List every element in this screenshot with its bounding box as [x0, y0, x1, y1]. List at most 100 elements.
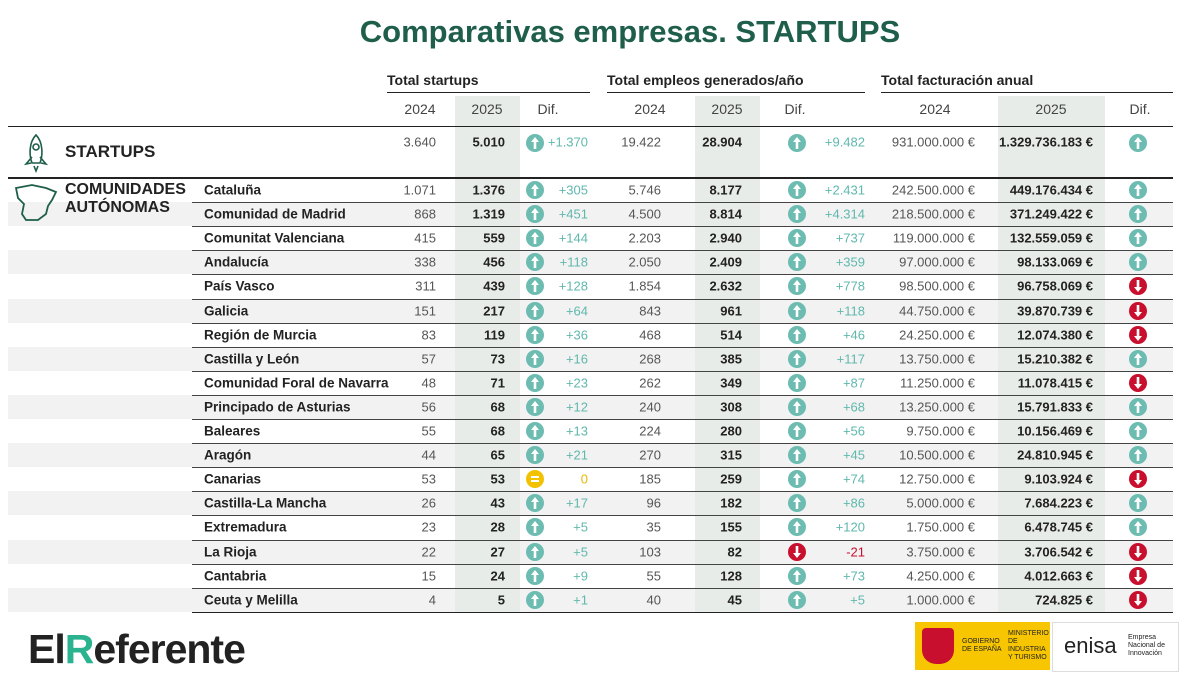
dif-value: +74: [842, 471, 865, 487]
cell: 385: [720, 351, 742, 367]
cell: 2.940: [709, 230, 742, 246]
cell: 456: [483, 254, 505, 270]
year-header: 2024: [634, 101, 666, 117]
dif-value: +117: [836, 351, 865, 367]
row-rule: [192, 419, 1173, 420]
cell: 961: [720, 303, 742, 319]
trend-icon: [1129, 470, 1147, 489]
dif-value: +21: [565, 447, 588, 463]
row-band: [8, 202, 1173, 227]
cell: 98.133.069 €: [1017, 254, 1093, 270]
cell: 98.500.000 €: [899, 278, 975, 294]
cell: 1.329.736.183 €: [999, 134, 1093, 150]
trend-icon: [788, 446, 806, 465]
trend-icon: [788, 229, 806, 248]
dif-value: +46: [842, 327, 865, 343]
trend-icon: [526, 446, 544, 465]
trend-icon: [526, 397, 544, 416]
trend-icon: [526, 181, 544, 200]
trend-icon: [1129, 205, 1147, 224]
dif-header: Dif.: [537, 101, 559, 117]
trend-icon: [1129, 590, 1147, 609]
trend-icon: [526, 325, 544, 344]
trend-icon: [526, 301, 544, 320]
trend-icon: [526, 494, 544, 513]
cell: 4: [428, 592, 436, 608]
cell: 2.632: [709, 278, 742, 294]
trend-icon: [1129, 373, 1147, 392]
dif-value: 0: [580, 471, 588, 487]
cell: 262: [639, 375, 661, 391]
cell: 4.012.663 €: [1024, 568, 1093, 584]
cell: 270: [639, 447, 661, 463]
logo-part: eferente: [93, 626, 246, 672]
trend-icon: [788, 422, 806, 441]
cell: 185: [639, 471, 661, 487]
cell: 439: [483, 278, 505, 294]
trend-icon: [788, 518, 806, 537]
cell: 259: [720, 471, 742, 487]
cell: 268: [639, 351, 661, 367]
cell: 28.904: [702, 134, 742, 150]
cell: 4.500: [628, 206, 661, 222]
row-band: [8, 587, 1173, 612]
trend-icon: [526, 373, 544, 392]
cell: 128: [720, 568, 742, 584]
cell: 9.103.924 €: [1024, 471, 1093, 487]
cell: 45: [727, 592, 742, 608]
row-rule: [192, 226, 1173, 228]
cell: 3.750.000 €: [906, 544, 975, 560]
dif-value: +17: [565, 495, 588, 511]
region-name: Comunidad Foral de Navarra: [204, 375, 389, 391]
title: Comparativas empresas. STARTUPS: [359, 14, 901, 49]
dif-value: +1.370: [547, 134, 588, 150]
cell: 132.559.059 €: [1009, 230, 1093, 246]
trend-icon: [1129, 349, 1147, 368]
dif-value: +16: [565, 351, 588, 367]
row-rule: [192, 491, 1173, 493]
dif-header: Dif.: [784, 101, 806, 117]
dif-value: +120: [835, 519, 865, 535]
shield: [922, 628, 954, 664]
row-band: [8, 539, 1173, 564]
cell: 311: [415, 278, 436, 294]
dif-value: +13: [565, 423, 588, 439]
cell: 10.500.000 €: [899, 447, 975, 463]
cell: 53: [421, 471, 436, 487]
cell: 5: [497, 592, 505, 608]
row-band: [8, 443, 1173, 468]
row-rule: [192, 563, 1173, 565]
cell: 13.250.000 €: [899, 399, 975, 415]
cell: 868: [414, 206, 436, 222]
cell: 371.249.422 €: [1009, 206, 1093, 222]
trend-icon: [526, 422, 544, 441]
cell: 308: [720, 399, 742, 415]
region-name: Principado de Asturias: [204, 399, 351, 415]
trend-icon: [526, 590, 544, 609]
year-header: 2025: [711, 101, 743, 117]
cell: 55: [421, 423, 436, 439]
region-name: Ceuta y Melilla: [204, 592, 298, 608]
trend-icon: [1129, 301, 1147, 320]
cell: 15: [421, 568, 436, 584]
trend-icon: [1129, 277, 1147, 296]
cell: 2.203: [628, 230, 661, 246]
cell: 3.640: [403, 134, 436, 150]
dif-value: +45: [842, 447, 865, 463]
trend-icon: [526, 518, 544, 537]
region-name: Galicia: [204, 303, 249, 319]
dif-value: +86: [842, 495, 865, 511]
group-underline: [387, 92, 590, 93]
enisa-box: [1052, 622, 1179, 672]
trend-icon: [788, 494, 806, 513]
region-name: País Vasco: [204, 278, 275, 294]
cell: 468: [639, 327, 661, 343]
trend-icon: [788, 205, 806, 224]
trend-icon: [788, 470, 806, 489]
trend-icon: [788, 134, 806, 152]
dif-value: +73: [842, 568, 865, 584]
cell: 65: [490, 447, 505, 463]
dif-value: +12: [565, 399, 588, 415]
cell: 44.750.000 €: [899, 303, 975, 319]
row-band: [8, 298, 1173, 323]
